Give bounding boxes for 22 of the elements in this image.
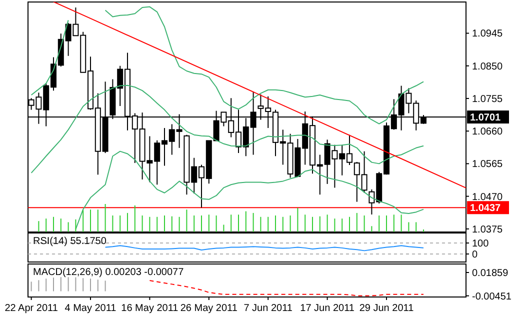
y-tick-label: 1.0565: [472, 159, 504, 170]
y-tick-label: 1.0945: [472, 28, 504, 40]
x-tick-label: 17 Jun 2011: [300, 303, 355, 314]
y-tick-label: 100: [472, 238, 490, 250]
y-tick-label: 1.0755: [472, 94, 504, 105]
x-tick-label: 4 May 2011: [64, 303, 117, 314]
x-tick-label: 22 Apr 2011: [4, 303, 58, 314]
x-tick-label: 16 May 2011: [121, 303, 179, 314]
y-tick-label: 1.0660: [472, 126, 504, 138]
y-tick-label: 1.0470: [472, 192, 504, 203]
y-tick-label: 1.0375: [472, 224, 504, 236]
ref-line-label: 1.0701: [470, 112, 502, 124]
chart-title: RSI(14) 55.1750: [33, 236, 107, 247]
y-tick-label: 0: [472, 249, 478, 260]
chart-title: MACD(12,26,9) 0.00203 -0.00077: [33, 267, 184, 278]
x-tick-label: 29 Jun 2011: [359, 303, 414, 314]
y-tick-label: 1.0850: [472, 61, 504, 72]
ref-line-label: 1.0437: [470, 203, 502, 214]
x-tick-label: 7 Jun 2011: [244, 303, 293, 314]
y-tick-label: 0.01859: [472, 268, 509, 279]
y-tick-label: -0.00451: [472, 291, 512, 302]
x-tick-label: 26 May 2011: [180, 303, 238, 314]
